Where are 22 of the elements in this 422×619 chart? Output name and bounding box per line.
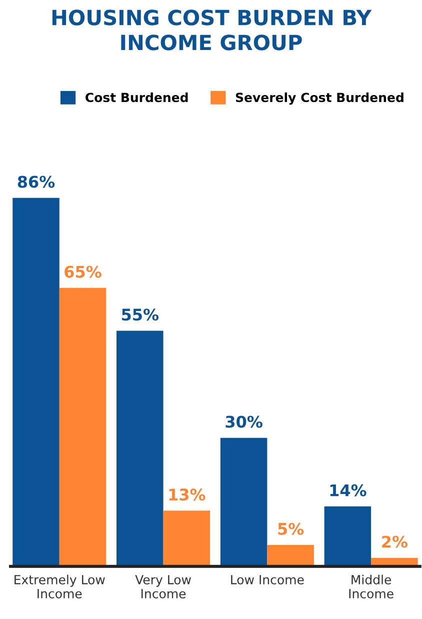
data-label: 5% bbox=[278, 522, 304, 535]
chart-title: HOUSING COST BURDEN BY INCOME GROUP bbox=[52, 10, 372, 50]
bar bbox=[59, 288, 106, 566]
bar bbox=[220, 438, 268, 566]
bar bbox=[12, 198, 60, 566]
legend-label: Severely Cost Burdened bbox=[236, 92, 404, 105]
bar bbox=[163, 510, 210, 566]
x-tick-label: Very Low Income bbox=[135, 575, 191, 598]
data-label: 65% bbox=[64, 266, 102, 278]
legend-label: Cost Burdened bbox=[86, 92, 188, 102]
bar bbox=[267, 544, 314, 566]
data-label: 14% bbox=[330, 484, 366, 496]
data-label: 30% bbox=[226, 416, 262, 428]
data-label: 86% bbox=[18, 176, 55, 188]
x-tick-label: Middle Income bbox=[349, 574, 394, 598]
bar bbox=[116, 330, 164, 566]
data-label: 13% bbox=[169, 488, 206, 501]
x-tick-label: Extremely Low Income bbox=[14, 574, 105, 598]
data-label: 2% bbox=[382, 536, 408, 548]
bar bbox=[324, 506, 372, 566]
x-tick-label: Low Income bbox=[231, 575, 304, 584]
data-label: 55% bbox=[122, 308, 159, 321]
